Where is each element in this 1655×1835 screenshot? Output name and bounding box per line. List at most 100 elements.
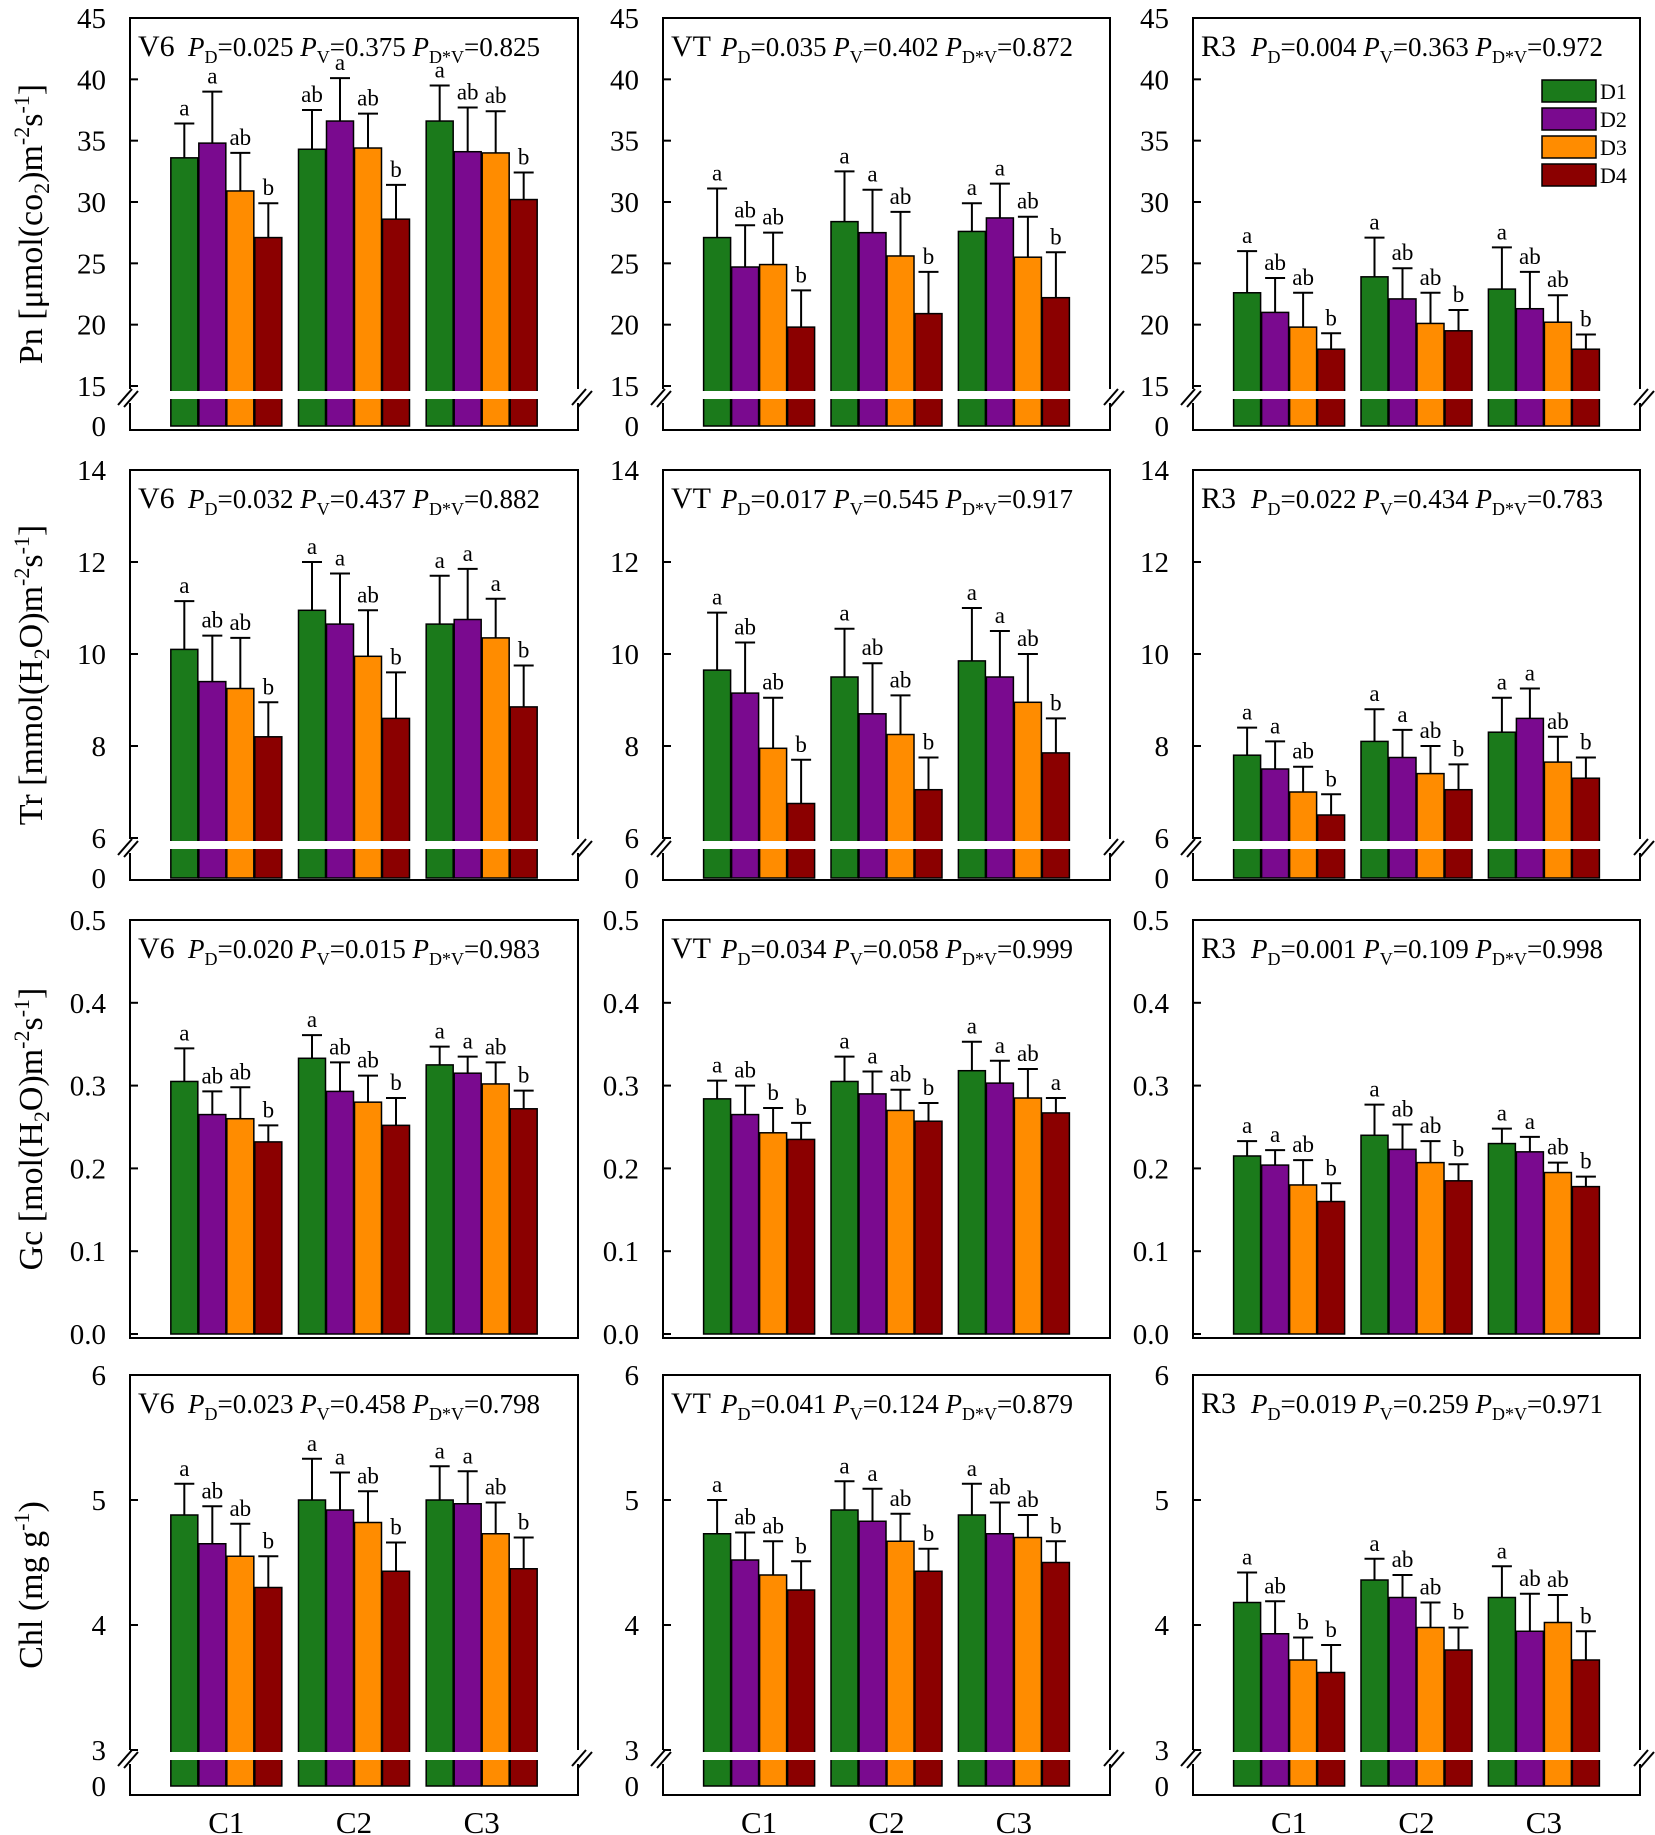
bar-Gc-V6-C3-D4 (509, 1108, 538, 1335)
ylabel-sup2: -1 (9, 999, 34, 1017)
bar-Chl-R3-C1-D3 (1288, 1659, 1318, 1787)
p-sub-dv: D*V (962, 1404, 997, 1424)
sig-letter: b (263, 1528, 275, 1553)
p-value-d: =0.035 (751, 32, 834, 62)
y-tick-label: 35 (610, 126, 639, 158)
p-symbol: P (832, 1389, 850, 1419)
sig-letter: b (795, 1095, 807, 1120)
p-symbol: P (944, 32, 962, 62)
panel-frame-bottom (129, 853, 579, 881)
bar-Tr-R3-C3-D2 (1515, 717, 1545, 879)
y-tick-label: 0.5 (70, 905, 106, 937)
stage-label: R3 (1201, 30, 1236, 63)
sig-letter: a (867, 1461, 877, 1486)
axis-break-mark (1186, 840, 1202, 858)
sig-letter: b (923, 1075, 935, 1100)
bar-Gc-VT-C1-D2 (730, 1113, 760, 1335)
sig-letter: a (1497, 670, 1507, 695)
bar-Pn-R3-C3-D1 (1487, 288, 1517, 427)
p-symbol: P (299, 484, 317, 514)
p-symbol: P (1362, 32, 1380, 62)
y-tick-label: 8 (625, 731, 640, 763)
p-symbol: P (944, 1389, 962, 1419)
sig-letter: a (307, 534, 317, 559)
panel-frame-bottom (1192, 403, 1641, 431)
sig-letter: b (923, 244, 935, 269)
y-tick-label: 25 (77, 248, 106, 280)
axis-break-band (124, 391, 584, 399)
sig-letter: ab (1292, 739, 1314, 764)
bar-Pn-VT-C1-D3 (758, 263, 788, 427)
p-value-d: =0.025 (218, 32, 301, 62)
bar-Tr-V6-C1-D1 (170, 648, 199, 879)
sig-letter: ab (1547, 709, 1569, 734)
p-sub-d: D (205, 1404, 218, 1424)
bar-Pn-R3-C1-D1 (1232, 292, 1262, 427)
y-tick-label: 3 (1155, 1735, 1170, 1767)
p-statistics: PD=0.017 PV=0.545 PD*V=0.917 (720, 484, 1073, 519)
bar-Tr-V6-C2-D2 (325, 623, 355, 879)
ylabel-mid: O)m (13, 1049, 50, 1111)
axis-break-mark (656, 840, 672, 858)
y-tick-label: 25 (1140, 248, 1169, 280)
panel-frame-bottom (1192, 1764, 1641, 1796)
sig-letter: ab (357, 1463, 379, 1488)
y-tick-label: 35 (77, 126, 106, 158)
p-symbol: P (1362, 934, 1380, 964)
y-tick-label: 12 (1140, 547, 1169, 579)
sig-letter: a (967, 175, 977, 200)
p-symbol: P (832, 484, 850, 514)
p-value-d: =0.020 (218, 934, 301, 964)
p-sub-v: V (850, 499, 863, 519)
axis-break-mark (1633, 388, 1649, 406)
bar-Chl-V6-C3-D3 (481, 1533, 510, 1787)
y-tick-label: 15 (610, 371, 639, 403)
p-sub-v: V (317, 949, 330, 969)
p-sub-d: D (738, 499, 751, 519)
ylabel-sup2: -1 (9, 536, 34, 554)
sig-letter: ab (229, 610, 251, 635)
p-symbol: P (299, 32, 317, 62)
axis-break-mark (656, 1751, 672, 1769)
sig-letter: a (179, 1020, 189, 1045)
panel-frame (129, 919, 579, 1339)
bar-Gc-VT-C2-D1 (830, 1080, 859, 1335)
stage-label: VT (671, 932, 711, 965)
legend: D1 D2 D3 D4 (1541, 79, 1627, 188)
bar-Chl-V6-C2-D2 (325, 1509, 355, 1787)
y-tick-label: 0.3 (70, 1071, 106, 1103)
ylabel-main: Pn [μmol(co (13, 194, 50, 364)
y-tick-label: 6 (92, 1360, 107, 1392)
bar-Gc-V6-C1-D1 (170, 1080, 199, 1335)
axis-break-mark (1639, 840, 1655, 858)
axis-break-mark (1633, 1749, 1649, 1767)
legend-swatch-D1 (1541, 79, 1597, 103)
stage-label: R3 (1201, 1387, 1236, 1420)
bar-Tr-R3-C2-D2 (1388, 756, 1417, 879)
sig-letter: a (1497, 1101, 1507, 1126)
sig-letter: ab (1519, 244, 1541, 269)
p-symbol: P (720, 934, 738, 964)
axis-break-mark (1180, 1749, 1196, 1767)
bar-Tr-R3-C1-D1 (1232, 754, 1262, 879)
p-symbol: P (1474, 32, 1492, 62)
p-sub-d: D (738, 949, 751, 969)
p-value-v: =0.015 (330, 934, 413, 964)
y-tick-label: 25 (610, 248, 639, 280)
sig-letter: ab (457, 80, 479, 105)
bar-Chl-V6-C2-D3 (353, 1521, 383, 1787)
y-tick-label: 6 (92, 823, 107, 855)
y-tick-label: 5 (1155, 1485, 1170, 1517)
p-statistics: PD=0.041 PV=0.124 PD*V=0.879 (720, 1389, 1073, 1424)
sig-letter: b (1453, 282, 1465, 307)
sig-letter: a (1397, 702, 1407, 727)
y-tick-label: 0.4 (70, 988, 107, 1020)
sig-letter: b (390, 1515, 402, 1540)
p-statistics: PD=0.035 PV=0.402 PD*V=0.872 (720, 32, 1073, 67)
sig-letter: a (307, 1007, 317, 1032)
bar-Gc-V6-C1-D4 (254, 1141, 283, 1335)
